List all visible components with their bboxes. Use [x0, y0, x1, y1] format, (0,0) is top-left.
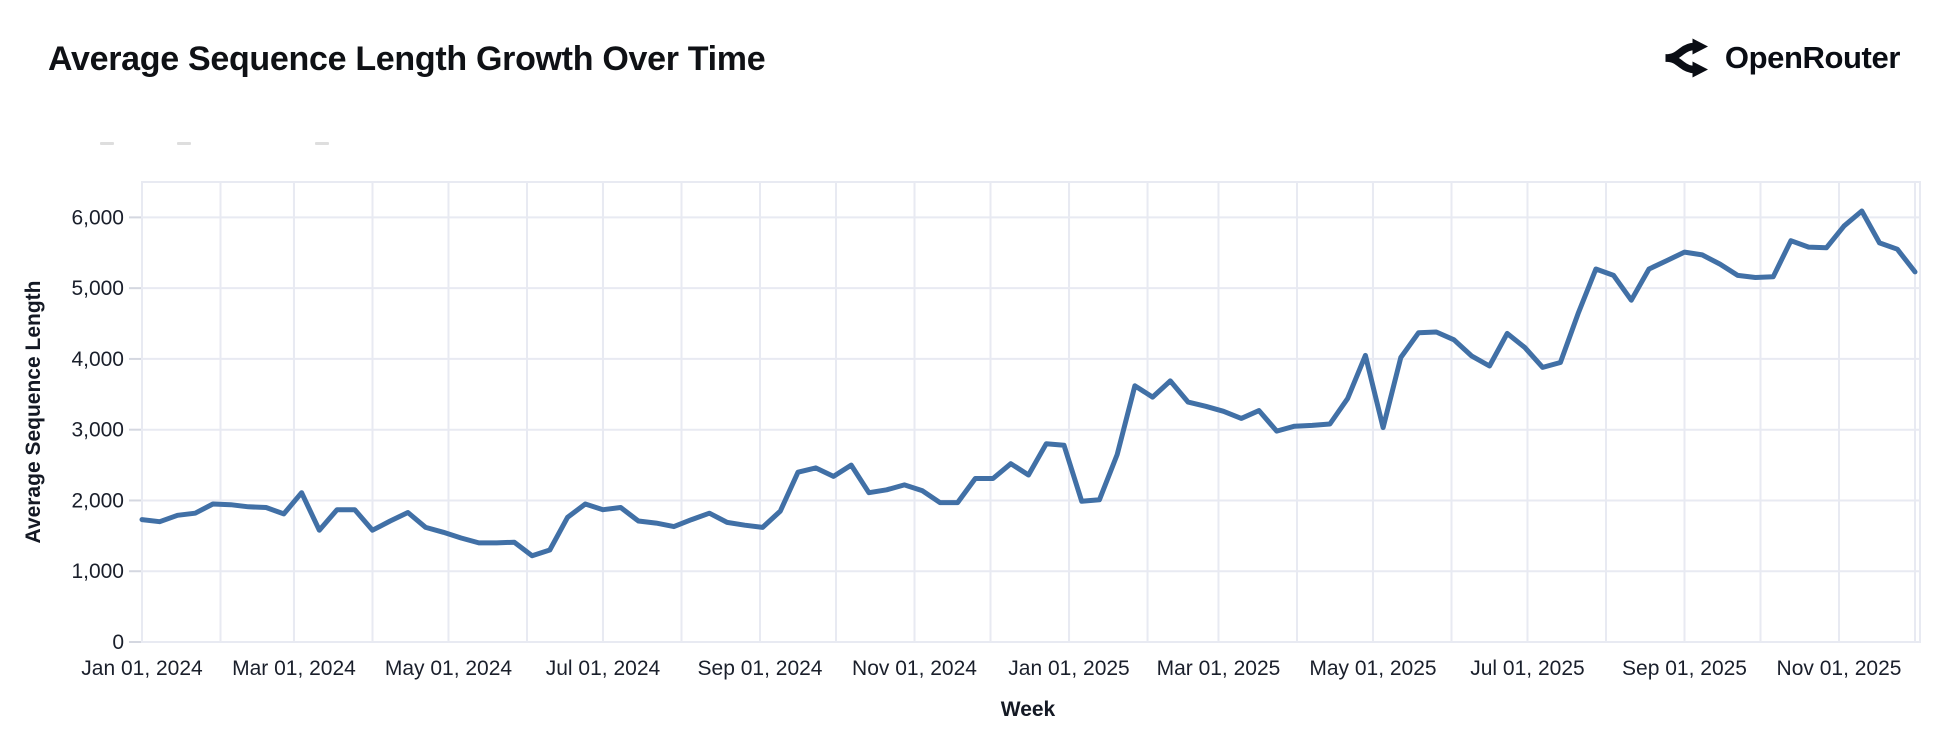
x-tick-label: Jan 01, 2024	[81, 657, 203, 680]
faint-legend-artifact	[100, 142, 114, 145]
x-tick-label: Nov 01, 2024	[852, 657, 977, 680]
y-tick-label: 2,000	[71, 489, 124, 512]
x-tick-label: Nov 01, 2025	[1777, 657, 1902, 680]
series-line	[139, 208, 1918, 559]
y-tick-label: 0	[112, 631, 124, 654]
faint-legend-artifact	[177, 142, 191, 145]
x-axis-title: Week	[1000, 698, 1056, 721]
openrouter-split-arrows-icon	[1665, 38, 1708, 78]
x-tick-label: Jan 01, 2025	[1008, 657, 1129, 680]
x-tick-label: Sep 01, 2024	[698, 657, 823, 680]
x-tick-label: Sep 01, 2025	[1622, 657, 1747, 680]
y-tick-label: 5,000	[71, 277, 124, 300]
page-title: Average Sequence Length Growth Over Time	[48, 40, 766, 78]
faint-legend-artifact	[315, 142, 329, 145]
plot-border	[141, 181, 1921, 643]
x-tick-label: Mar 01, 2025	[1157, 657, 1281, 680]
openrouter-logo: OpenRouter	[1663, 34, 1900, 82]
x-tick-label: May 01, 2024	[385, 657, 513, 680]
brand-name: OpenRouter	[1724, 40, 1901, 75]
y-tick-label: 4,000	[71, 348, 124, 371]
x-tick-label: Mar 01, 2024	[232, 657, 356, 680]
y-axis-title: Average Sequence Length	[22, 280, 45, 544]
x-tick-label: Jul 01, 2024	[546, 657, 661, 680]
x-tick-label: May 01, 2025	[1309, 657, 1436, 680]
y-tick-label: 1,000	[71, 560, 124, 583]
x-tick-label: Jul 01, 2025	[1470, 657, 1584, 680]
y-tick-label: 3,000	[71, 419, 124, 442]
y-tick-label: 6,000	[71, 206, 124, 229]
